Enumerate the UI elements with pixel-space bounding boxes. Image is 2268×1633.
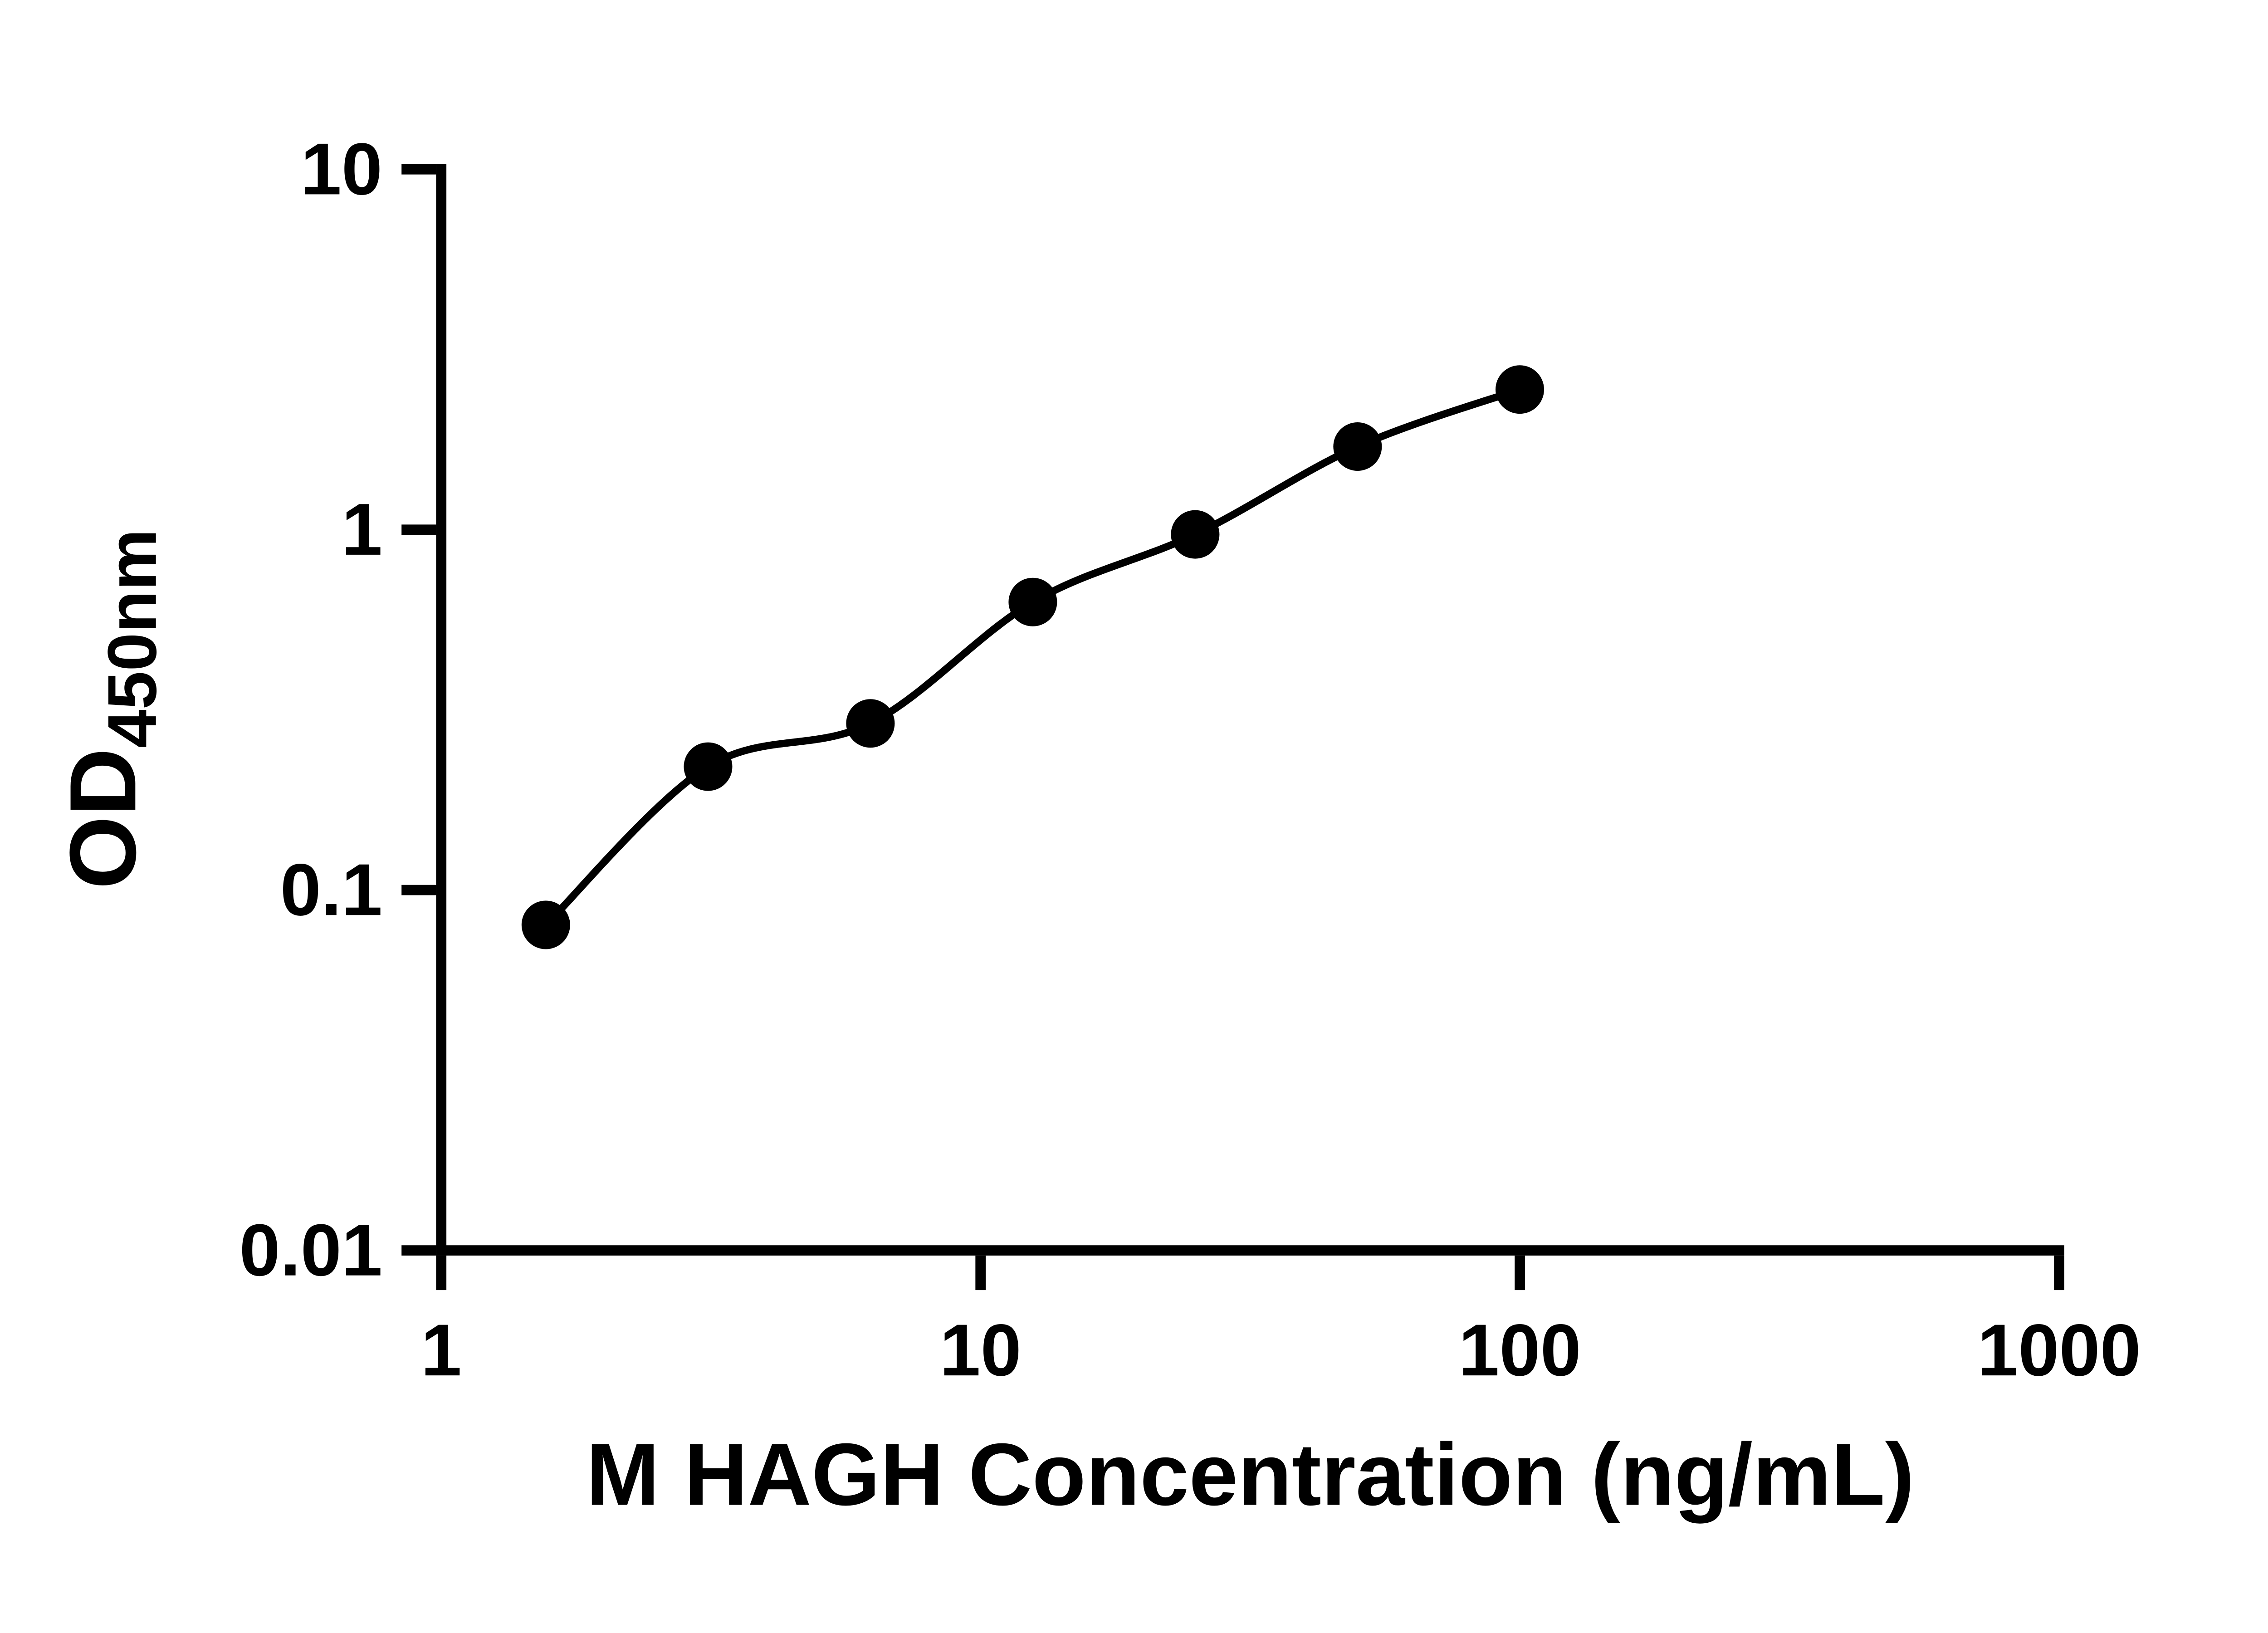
x-tick-label: 1000 <box>1977 1309 2141 1391</box>
y-tick-label: 0.1 <box>280 849 382 931</box>
data-point <box>1333 422 1382 471</box>
data-point <box>1496 365 1545 414</box>
y-tick-label: 1 <box>342 489 382 571</box>
fit-curve <box>543 386 1521 928</box>
data-point <box>846 699 895 748</box>
y-tick-label: 10 <box>301 128 382 210</box>
y-tick-label: 0.01 <box>240 1209 383 1291</box>
y-axis-title-main: OD <box>50 748 155 889</box>
x-tick-label: 1 <box>421 1309 462 1391</box>
x-tick-label: 100 <box>1458 1309 1581 1391</box>
data-point <box>1008 577 1057 626</box>
data-point <box>1171 510 1220 559</box>
data-point <box>521 900 570 949</box>
plot-layer: 0.01 0.1 1 10 1 10 100 1000 <box>240 128 2141 1391</box>
data-point <box>684 742 733 791</box>
y-axis-title: OD450nm <box>50 529 171 889</box>
x-axis-title: M HAGH Concentration (ng/mL) <box>586 1426 1915 1524</box>
x-tick-label: 10 <box>940 1309 1022 1391</box>
y-axis-title-sub: 450nm <box>94 529 171 748</box>
